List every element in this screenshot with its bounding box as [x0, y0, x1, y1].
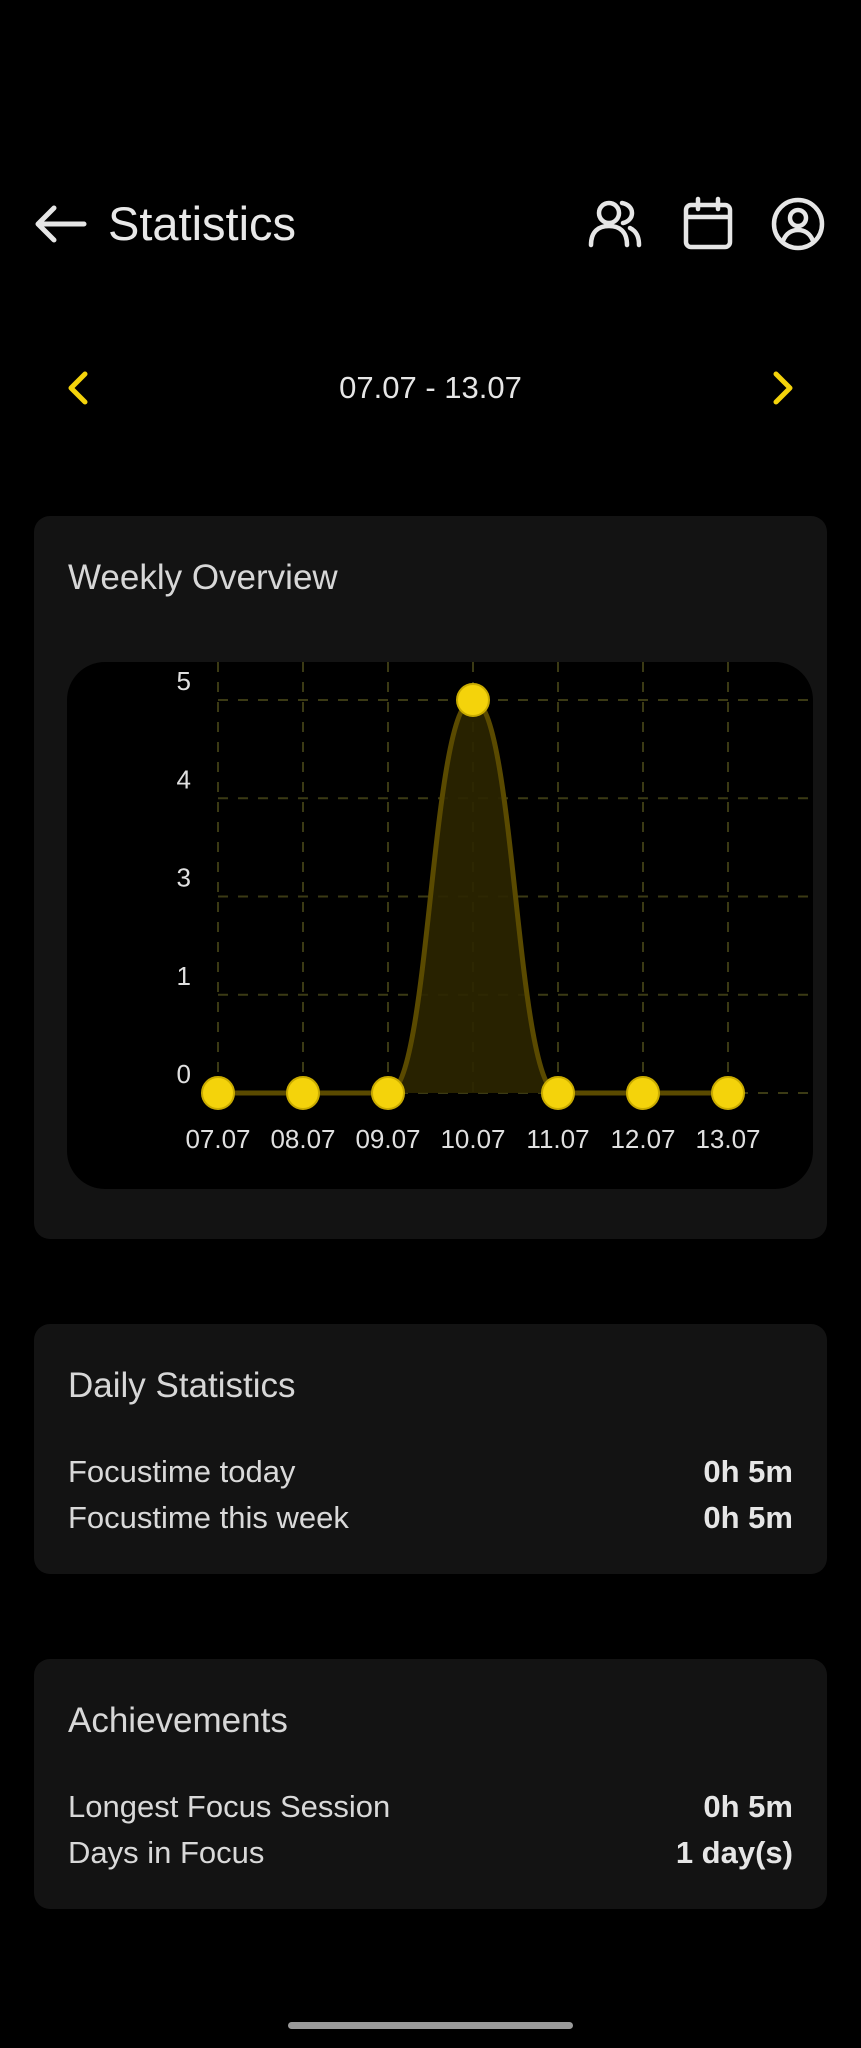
chevron-right-icon	[773, 371, 793, 405]
back-button[interactable]	[30, 198, 90, 250]
chart-area	[218, 700, 728, 1093]
stat-label: Focustime today	[68, 1454, 296, 1489]
data-point[interactable]	[286, 1076, 320, 1110]
longest-session-row: Longest Focus Session 0h 5m	[68, 1789, 793, 1829]
stat-label: Days in Focus	[68, 1835, 265, 1870]
x-tick-label: 12.07	[610, 1124, 675, 1154]
data-point[interactable]	[711, 1076, 745, 1110]
x-tick-label: 11.07	[526, 1124, 589, 1154]
x-tick-label: 09.07	[355, 1124, 420, 1154]
chevron-left-icon	[68, 371, 88, 405]
x-tick-label: 10.07	[440, 1124, 505, 1154]
back-arrow-icon	[35, 205, 87, 243]
achievements-title: Achievements	[68, 1701, 288, 1740]
next-week-button[interactable]	[760, 366, 804, 410]
profile-button[interactable]	[769, 195, 827, 253]
week-range-label: 07.07 - 13.07	[339, 370, 522, 405]
stat-value: 1 day(s)	[675, 1835, 793, 1870]
home-indicator[interactable]	[288, 2022, 573, 2029]
stat-label: Focustime this week	[68, 1500, 349, 1535]
stat-value: 0h 5m	[703, 1500, 793, 1535]
week-navigator: 07.07 - 13.07	[0, 358, 861, 418]
data-point[interactable]	[541, 1076, 575, 1110]
stat-value: 0h 5m	[703, 1789, 793, 1824]
data-point[interactable]	[371, 1076, 405, 1110]
x-tick-label: 13.07	[695, 1124, 760, 1154]
data-point[interactable]	[201, 1076, 235, 1110]
daily-statistics-card: Daily Statistics Focustime today 0h 5m F…	[34, 1324, 827, 1574]
x-tick-label: 07.07	[185, 1124, 250, 1154]
calendar-icon	[683, 196, 733, 250]
y-tick-label: 1	[177, 961, 191, 991]
stat-value: 0h 5m	[703, 1454, 793, 1489]
weekly-chart: 0 1 3 4 5 07.07 08.07 09.07 10.07 11.07 12.07 13.0…	[67, 662, 813, 1189]
weekly-overview-card: Weekly Overview 0 1 3 4 5 07.07 08.07 09.07 10.…	[34, 516, 827, 1239]
profile-icon	[771, 197, 825, 251]
users-icon	[588, 200, 642, 248]
days-in-focus-row: Days in Focus 1 day(s)	[68, 1835, 793, 1875]
page-title: Statistics	[108, 197, 297, 250]
focustime-today-row: Focustime today 0h 5m	[68, 1454, 793, 1494]
y-tick-label: 0	[177, 1059, 191, 1089]
y-tick-label: 4	[177, 764, 191, 794]
stat-label: Longest Focus Session	[68, 1789, 391, 1824]
users-button[interactable]	[586, 195, 644, 253]
y-tick-label: 5	[177, 666, 191, 696]
focustime-week-row: Focustime this week 0h 5m	[68, 1500, 793, 1540]
daily-statistics-title: Daily Statistics	[68, 1366, 296, 1405]
data-point[interactable]	[456, 683, 490, 717]
app-header: Statistics	[0, 180, 861, 270]
calendar-button[interactable]	[679, 195, 737, 253]
achievements-card: Achievements Longest Focus Session 0h 5m…	[34, 1659, 827, 1909]
y-tick-label: 3	[177, 863, 191, 893]
weekly-chart-svg: 0 1 3 4 5 07.07 08.07 09.07 10.07 11.07 12.07 13.0…	[177, 662, 813, 1154]
x-tick-label: 08.07	[270, 1124, 335, 1154]
weekly-overview-title: Weekly Overview	[68, 558, 338, 597]
previous-week-button[interactable]	[57, 366, 101, 410]
data-point[interactable]	[626, 1076, 660, 1110]
